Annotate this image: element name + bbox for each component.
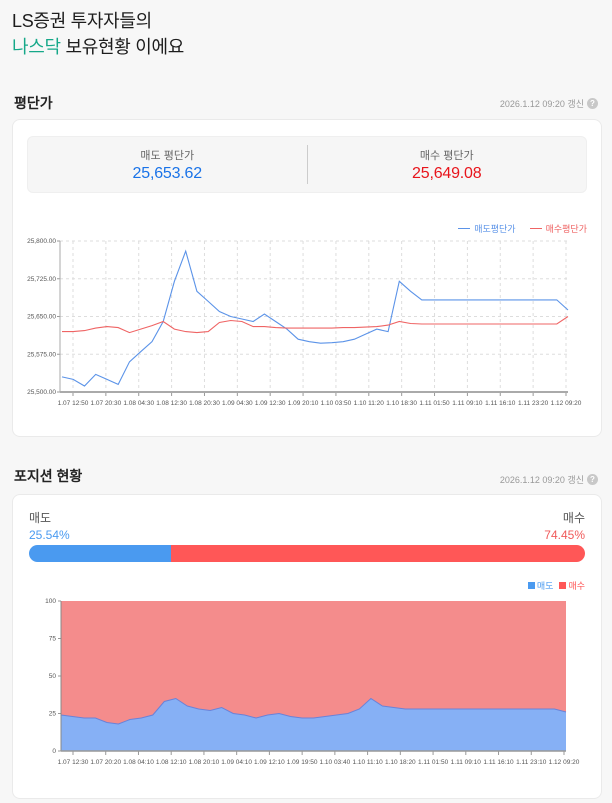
svg-text:1.08 12:30: 1.08 12:30 [156,400,187,407]
svg-text:1.07 12:30: 1.07 12:30 [58,759,89,766]
position-labels: 매도 25.54% 매수 74.45% [29,509,585,542]
position-updated-text: 2026.1.12 09:20 갱신 [499,475,584,485]
headline-line2: 나스닥 보유현황 이에요 [12,34,184,60]
avg-price-title: 평단가 [14,95,53,111]
sell-avg-block: 매도 평단가 25,653.62 [28,137,307,192]
legend-sell-square-icon [527,582,535,589]
position-title: 포지션 현황 [14,468,83,484]
svg-text:1.12 09:20: 1.12 09:20 [549,759,580,766]
avg-price-updated-text: 2026.1.12 09:20 갱신 [499,99,584,109]
svg-text:1.09 19:50: 1.09 19:50 [287,759,318,766]
svg-text:1.07 20:20: 1.07 20:20 [90,759,121,766]
svg-text:1.10 11:20: 1.10 11:20 [354,400,385,407]
svg-text:1.09 04:10: 1.09 04:10 [221,759,252,766]
sell-position: 매도 25.54% [29,509,70,542]
help-icon[interactable]: ? [587,98,598,109]
position-updated: 2026.1.12 09:20 갱신 ? [500,473,598,486]
svg-text:1.08 20:10: 1.08 20:10 [189,759,220,766]
legend-sell[interactable]: 매도평단가 [458,222,516,235]
headline-line1: LS증권 투자자들의 [12,11,152,31]
svg-text:1.08 20:30: 1.08 20:30 [189,400,220,407]
svg-text:50: 50 [49,673,57,680]
svg-text:1.10 18:30: 1.10 18:30 [386,400,417,407]
svg-text:25,500.00: 25,500.00 [27,389,56,396]
avg-price-summary: 매도 평단가 25,653.62 매수 평단가 25,649.08 [27,136,587,193]
position-card: 매도 25.54% 매수 74.45% 매도 매수 0 25 50 75 100 1.07… [12,494,602,799]
legend-sell[interactable]: 매도 [527,579,553,592]
svg-text:1.11 09:10: 1.11 09:10 [452,400,483,407]
headline-rest: 보유현황 이에요 [60,37,185,57]
legend-buy[interactable]: 매수 [559,579,585,592]
buy-avg-label: 매수 평단가 [419,149,474,162]
sell-position-pct: 25.54% [29,528,70,542]
svg-text:1.11 09:10: 1.11 09:10 [451,759,482,766]
svg-text:100: 100 [45,598,56,605]
svg-text:1.09 20:10: 1.09 20:10 [288,400,319,407]
svg-text:1.07 12:50: 1.07 12:50 [58,400,89,407]
svg-text:1.09 04:30: 1.09 04:30 [222,400,253,407]
sell-avg-line [61,249,569,387]
position-ratio-bar [29,545,585,562]
svg-text:1.08 12:10: 1.08 12:10 [156,759,187,766]
buy-avg-block: 매수 평단가 25,649.08 [308,137,587,192]
legend-buy-line-icon [529,227,542,230]
page-headline: LS증권 투자자들의 나스닥 보유현황 이에요 [12,8,184,60]
buy-position-label: 매수 [562,511,585,525]
svg-text:25,575.00: 25,575.00 [27,351,56,358]
svg-text:1.11 23:10: 1.11 23:10 [516,759,547,766]
sell-ratio-segment [29,545,171,562]
svg-text:1.10 03:40: 1.10 03:40 [319,759,350,766]
svg-text:25,725.00: 25,725.00 [27,276,56,283]
svg-text:1.12 09:20: 1.12 09:20 [551,400,582,407]
svg-text:1.11 16:10: 1.11 16:10 [485,400,516,407]
avg-price-line-chart[interactable]: 25,500.00 25,575.00 25,650.00 25,725.00 25,8… [13,232,603,432]
legend-buy[interactable]: 매수평단가 [529,222,587,235]
svg-text:1.11 01:50: 1.11 01:50 [419,400,450,407]
avg-price-card: 매도 평단가 25,653.62 매수 평단가 25,649.08 매도평단가 … [12,119,602,437]
sell-avg-label: 매도 평단가 [140,149,195,162]
avg-price-legend: 매도평단가 매수평단가 [458,222,587,235]
svg-text:1.11 16:10: 1.11 16:10 [483,759,514,766]
summary-divider [306,145,308,184]
svg-text:1.09 12:10: 1.09 12:10 [254,759,285,766]
svg-text:1.08 04:30: 1.08 04:30 [123,400,154,407]
svg-text:1.11 23:20: 1.11 23:20 [518,400,549,407]
svg-text:1.10 11:10: 1.10 11:10 [352,759,383,766]
svg-text:25,650.00: 25,650.00 [27,314,56,321]
svg-text:75: 75 [49,636,57,643]
buy-position: 매수 74.45% [544,509,585,542]
sell-position-label: 매도 [29,511,52,525]
svg-text:25,800.00: 25,800.00 [27,238,56,245]
headline-accent: 나스닥 [12,37,61,57]
avg-price-updated: 2026.1.12 09:20 갱신 ? [500,97,598,110]
position-area-chart[interactable]: 0 25 50 75 100 1.07 12:30 1.07 20:20 1.08 04:10… [13,593,603,778]
legend-sell-line-icon [458,227,471,230]
svg-text:25: 25 [49,711,57,718]
svg-text:1.09 12:30: 1.09 12:30 [255,400,286,407]
buy-avg-value: 25,649.08 [412,164,482,182]
buy-avg-line [62,316,569,334]
svg-text:1.07 20:30: 1.07 20:30 [90,400,121,407]
position-legend: 매도 매수 [527,579,585,592]
svg-text:1.11 01:50: 1.11 01:50 [418,759,449,766]
svg-text:1.10 03:50: 1.10 03:50 [321,400,352,407]
buy-ratio-segment [171,545,585,562]
svg-text:0: 0 [52,748,56,755]
help-icon[interactable]: ? [587,474,598,485]
buy-position-pct: 74.45% [544,528,585,542]
sell-avg-value: 25,653.62 [132,164,203,182]
svg-text:1.08 04:10: 1.08 04:10 [123,759,154,766]
svg-text:1.10 18:20: 1.10 18:20 [385,759,416,766]
legend-buy-square-icon [559,582,567,589]
